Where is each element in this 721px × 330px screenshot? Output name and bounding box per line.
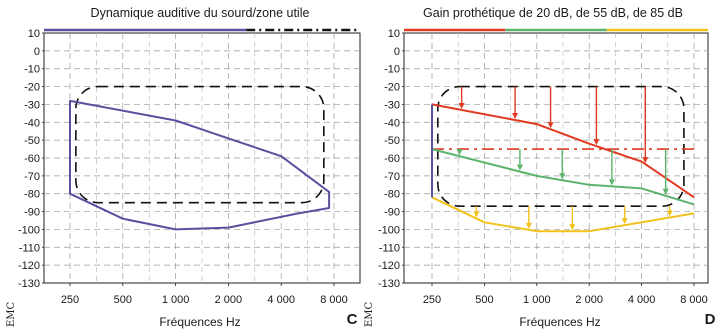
gain-arrow-head (666, 210, 673, 217)
gain-arrow-head (516, 164, 523, 171)
series-line (69, 99, 331, 231)
y-tick-label: -60 (24, 153, 40, 165)
y-tick-label: -10 (24, 64, 40, 76)
x-tick-label: 500 (475, 294, 493, 306)
gain-arrow-head (662, 188, 669, 195)
x-tick-label: 250 (423, 294, 441, 306)
y-tick-label: 10 (388, 28, 400, 40)
x-tick-label: 250 (61, 294, 79, 306)
emc-logo: EMC (6, 301, 17, 327)
y-tick-label: -20 (384, 82, 400, 94)
y-tick-label: 10 (28, 28, 40, 40)
y-tick-label: -30 (24, 99, 40, 111)
y-tick-label: -30 (384, 99, 400, 111)
chart-title: Gain prothétique de 20 dB, de 55 dB, de … (423, 6, 683, 20)
x-tick-label: 2 000 (575, 294, 603, 306)
y-tick-label: -90 (24, 207, 40, 219)
zone-outline (75, 85, 325, 204)
x-axis-ticks: 250 500 1 000 2 000 4 000 8 000 (423, 283, 708, 306)
emc-logo: EMC (364, 301, 375, 327)
panel-d: Gain prothétique de 20 dB, de 55 dB, de … (364, 6, 716, 329)
gain-arrow-head (569, 224, 576, 231)
gain-arrows (456, 86, 673, 231)
gain-arrow-head (593, 139, 600, 146)
y-tick-label: -130 (18, 278, 40, 290)
x-tick-label: 4 000 (628, 294, 656, 306)
useful-zone (437, 85, 685, 208)
gain-arrow-head (559, 173, 566, 180)
y-tick-label: 0 (34, 46, 40, 58)
y-tick-label: -80 (384, 189, 400, 201)
useful-zone (75, 85, 325, 204)
x-tick-label: 500 (114, 294, 132, 306)
series-line (431, 148, 695, 206)
y-tick-label: -90 (384, 207, 400, 219)
gain-arrow-head (512, 112, 519, 119)
y-axis-ticks: 10 0 -10 -20 -30 -40 -50 -60 -70 -80 -90 -100 -110 -1… (18, 28, 44, 290)
y-tick-label: -130 (378, 278, 400, 290)
chart-title: Dynamique auditive du sourd/zone utile (91, 6, 310, 20)
series-line (431, 196, 695, 233)
y-tick-label: -110 (19, 242, 40, 254)
gain-arrow-head (456, 149, 463, 156)
x-tick-label: 8 000 (320, 294, 348, 306)
gain-arrow-head (458, 102, 465, 109)
y-axis-ticks: 10 0 -10 -20 -30 -40 -50 -60 -70 -80 -90 -100 -110 -1… (378, 28, 404, 290)
y-tick-label: -120 (378, 260, 400, 272)
gain-arrow-head (525, 222, 532, 229)
series-group (431, 103, 695, 233)
x-tick-label: 2 000 (215, 294, 243, 306)
y-tick-label: 0 (394, 46, 400, 58)
panel-letter: D (705, 311, 716, 328)
grid (44, 33, 360, 283)
y-tick-label: -20 (24, 82, 40, 94)
y-tick-label: -50 (384, 135, 400, 147)
gain-arrow-head (547, 122, 554, 129)
x-tick-label: 1 000 (523, 294, 551, 306)
gain-arrow-head (621, 218, 628, 225)
panel-letter: C (347, 311, 358, 328)
y-tick-label: -100 (18, 224, 40, 236)
y-tick-label: -80 (24, 189, 40, 201)
series-group (69, 99, 331, 231)
gain-arrow-head (642, 157, 649, 164)
x-axis-ticks: 250 500 1 000 2 000 4 000 8 000 (61, 283, 348, 306)
series-line (431, 103, 695, 199)
grid (404, 33, 708, 283)
y-tick-label: -110 (379, 242, 400, 254)
x-axis-label: Fréquences Hz (159, 315, 240, 329)
y-tick-label: -70 (24, 171, 40, 183)
x-tick-label: 4 000 (267, 294, 295, 306)
y-tick-label: -40 (24, 117, 40, 129)
x-axis-label: Fréquences Hz (519, 315, 600, 329)
x-tick-label: 1 000 (162, 294, 190, 306)
gain-arrow-head (473, 211, 480, 218)
y-tick-label: -70 (384, 171, 400, 183)
y-tick-label: -60 (384, 153, 400, 165)
gain-arrow-head (608, 179, 615, 186)
panel-c: Dynamique auditive du sourd/zone utile 1… (6, 6, 361, 329)
zone-outline (437, 85, 685, 208)
y-tick-label: -10 (384, 64, 400, 76)
y-tick-label: -40 (384, 117, 400, 129)
x-tick-label: 8 000 (680, 294, 708, 306)
y-tick-label: -120 (18, 260, 40, 272)
y-tick-label: -50 (24, 135, 40, 147)
y-tick-label: -100 (378, 224, 400, 236)
